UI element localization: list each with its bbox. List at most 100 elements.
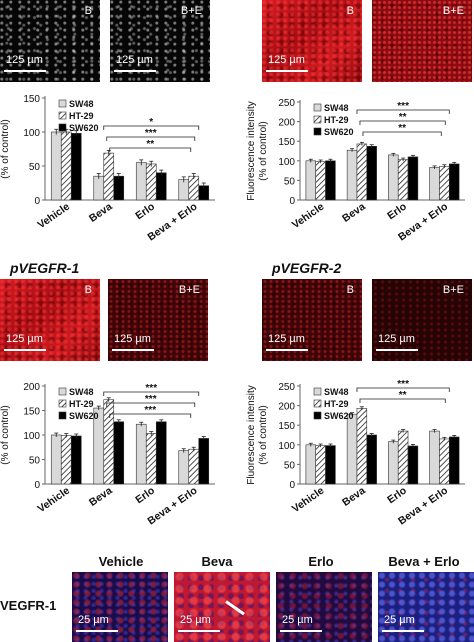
bar-sw48 (429, 167, 440, 201)
micrograph-top-right-be: B+E (372, 0, 472, 82)
y-axis-label: (% of control) (0, 119, 11, 178)
legend-label: SW48 (324, 103, 349, 113)
bar-sw48 (93, 175, 105, 201)
bar-sw48 (388, 154, 399, 201)
panel-title-pvegfr1: pVEGFR-1 (10, 260, 80, 276)
chart-pvegfr2: 0 50 100 150 200 250 Fluorescence intensity (% … (246, 379, 465, 527)
scale-label: 25 µm (282, 614, 313, 626)
legend-swatch (58, 387, 67, 396)
chart-pvegfr1: 0 50 100 150 200 (% of control) Vehicle Beva Erl… (0, 382, 215, 527)
bar-sw620 (325, 160, 336, 201)
panel-label: B (346, 284, 354, 296)
bar-ht-29 (103, 152, 115, 201)
significance-bracket (106, 136, 196, 141)
bar-sw620 (325, 445, 336, 485)
significance-bracket (109, 413, 192, 418)
bar-sw620 (70, 435, 82, 485)
bar-sw48 (178, 450, 190, 485)
significance-label: ** (399, 390, 407, 401)
bar-sw48 (305, 160, 317, 201)
bar-ht-29 (397, 159, 409, 201)
legend-label: SW620 (69, 411, 99, 421)
significance-bracket (103, 125, 200, 130)
bar-ht-29 (145, 433, 157, 485)
x-tick-label: Erlo (385, 201, 409, 223)
bar-ht-29 (188, 448, 200, 485)
chart-top-right: 0 50 100 150 200 250 Fluorescence intensity (% … (246, 98, 465, 243)
x-tick-label: Vehicle (290, 201, 327, 232)
legend-label: SW620 (324, 127, 354, 137)
scale-bar (178, 630, 220, 632)
scale-bar (4, 349, 46, 351)
scale-bar (266, 349, 308, 351)
legend-swatch (58, 411, 67, 420)
y-axis-label: (% of control) (258, 405, 269, 464)
legend-label: SW620 (69, 123, 99, 133)
scale-label: 25 µm (180, 614, 211, 626)
y-tick-label: 0 (289, 196, 295, 207)
significance-label: *** (397, 101, 409, 112)
scale-label: 125 µm (6, 333, 43, 345)
y-tick-label: 0 (34, 480, 40, 491)
bar-sw620 (155, 421, 167, 485)
bar-sw620 (407, 156, 419, 201)
significance-bracket (109, 147, 192, 152)
significance-label: ** (399, 112, 407, 123)
scale-bar (376, 349, 418, 351)
y-tick-label: 100 (278, 441, 295, 452)
bar-ht-29 (315, 445, 326, 485)
legend-label: SW48 (324, 387, 349, 397)
bar-ht-29 (356, 143, 368, 201)
micrograph-vehicle: 25 µm (72, 572, 168, 642)
scale-bar (4, 70, 46, 72)
significance-label: ** (146, 139, 154, 150)
x-tick-label: Beva (340, 485, 368, 509)
scale-bar (382, 630, 424, 632)
legend-swatch (313, 103, 322, 112)
bar-ht-29 (60, 435, 72, 485)
bar-sw620 (448, 436, 460, 485)
significance-bracket (103, 391, 200, 396)
significance-bracket (362, 131, 442, 136)
scale-label: 125 µm (114, 333, 151, 345)
micrograph-top-right-b: B 125 µm (262, 0, 362, 82)
legend-swatch (313, 399, 322, 408)
bar-sw620 (113, 421, 125, 485)
y-tick-label: 50 (284, 460, 296, 471)
x-tick-label: Erlo (133, 201, 157, 223)
significance-label: * (149, 117, 153, 128)
bar-sw620 (366, 145, 377, 201)
panel-label: B (346, 5, 354, 17)
panel-title-pvegfr2: pVEGFR-2 (272, 260, 342, 276)
significance-label: ** (398, 123, 406, 134)
bar-ht-29 (103, 399, 115, 485)
column-label-erlo: Erlo (308, 554, 334, 569)
bar-sw48 (388, 441, 399, 485)
legend-label: HT-29 (69, 111, 94, 121)
bar-sw620 (113, 175, 125, 201)
micrograph-pvegfr2-b: B 125 µm (262, 279, 362, 361)
y-tick-label: 200 (23, 382, 40, 393)
panel-label: B+E (180, 5, 202, 17)
scale-bar (114, 70, 156, 72)
bar-sw48 (50, 131, 62, 201)
bar-ht-29 (60, 131, 72, 201)
micrograph-erlo: 25 µm (276, 572, 372, 642)
legend-label: HT-29 (69, 399, 94, 409)
row-label-vegfr1: VEGFR-1 (0, 598, 57, 613)
y-axis-label: (% of control) (0, 405, 11, 464)
significance-label: *** (144, 405, 156, 416)
bar-sw48 (346, 413, 358, 485)
y-tick-label: 0 (34, 196, 40, 207)
bar-sw48 (50, 434, 62, 485)
legend-swatch (313, 387, 322, 396)
panel-label: B+E (178, 284, 200, 296)
scale-label: 125 µm (378, 333, 415, 345)
bar-ht-29 (439, 165, 450, 201)
legend-label: SW48 (69, 99, 94, 109)
significance-label: *** (145, 383, 157, 394)
legend-swatch (58, 399, 67, 408)
y-tick-label: 150 (23, 94, 40, 105)
y-tick-label: 50 (29, 456, 41, 467)
